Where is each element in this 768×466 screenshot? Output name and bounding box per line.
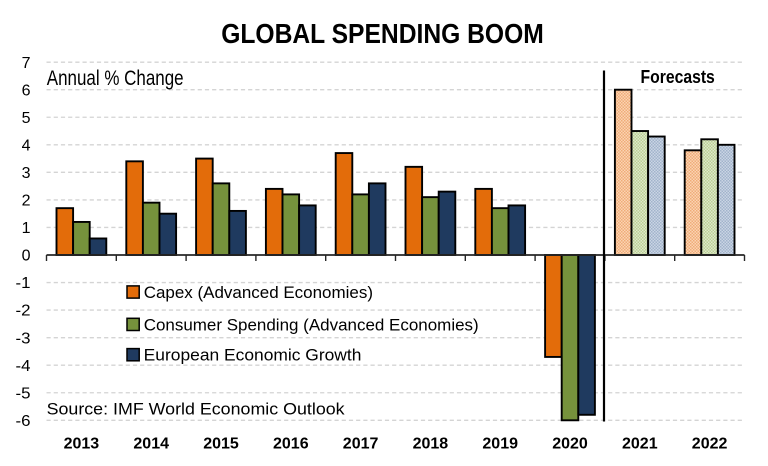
svg-text:2019: 2019 xyxy=(482,436,518,453)
svg-text:2016: 2016 xyxy=(273,436,309,453)
svg-text:-4: -4 xyxy=(16,358,31,375)
svg-text:Annual % Change: Annual % Change xyxy=(47,67,184,90)
svg-text:4: 4 xyxy=(22,137,31,154)
svg-text:Capex (Advanced Economies): Capex (Advanced Economies) xyxy=(144,283,373,302)
svg-text:GLOBAL SPENDING BOOM: GLOBAL SPENDING BOOM xyxy=(221,18,544,49)
svg-text:-3: -3 xyxy=(16,330,31,347)
svg-text:-5: -5 xyxy=(16,385,31,402)
svg-text:-1: -1 xyxy=(16,275,31,292)
svg-text:Forecasts: Forecasts xyxy=(641,67,715,87)
svg-text:7: 7 xyxy=(22,55,31,72)
svg-text:Source: IMF World Economic Out: Source: IMF World Economic Outlook xyxy=(47,400,346,419)
svg-text:Consumer Spending (Advanced Ec: Consumer Spending (Advanced Economies) xyxy=(144,315,479,334)
svg-text:0: 0 xyxy=(22,248,31,265)
svg-text:3: 3 xyxy=(22,165,31,182)
svg-text:2: 2 xyxy=(22,193,31,210)
svg-text:2021: 2021 xyxy=(622,436,658,453)
svg-text:2014: 2014 xyxy=(133,436,169,453)
svg-text:-6: -6 xyxy=(16,413,31,430)
svg-text:2020: 2020 xyxy=(552,436,588,453)
svg-text:2015: 2015 xyxy=(203,436,239,453)
svg-text:1: 1 xyxy=(22,220,31,237)
svg-text:2022: 2022 xyxy=(692,436,728,453)
svg-text:5: 5 xyxy=(22,110,31,127)
svg-text:-2: -2 xyxy=(16,303,31,320)
svg-text:European Economic Growth: European Economic Growth xyxy=(144,346,362,365)
svg-text:2017: 2017 xyxy=(343,436,379,453)
svg-text:2013: 2013 xyxy=(64,436,100,453)
svg-text:2018: 2018 xyxy=(413,436,449,453)
svg-text:6: 6 xyxy=(22,82,31,99)
